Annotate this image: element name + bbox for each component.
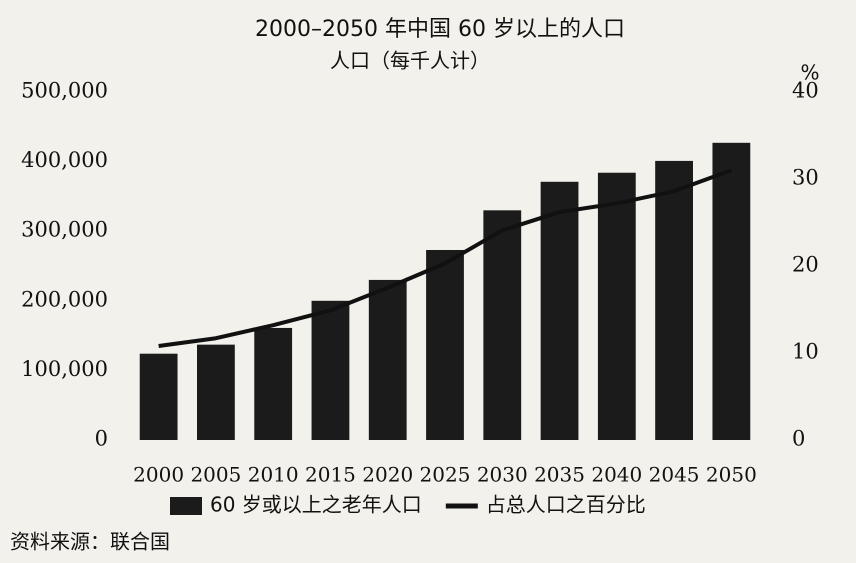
bar xyxy=(426,249,464,440)
x-tick-label: 2025 xyxy=(420,463,471,487)
bar xyxy=(254,327,293,440)
legend-swatch xyxy=(170,497,202,515)
x-tick-label: 2010 xyxy=(248,463,299,487)
x-tick-label: 2035 xyxy=(534,463,585,487)
y-tick-label: 0 xyxy=(95,427,108,451)
x-tick-label: 2030 xyxy=(477,463,528,487)
chart-title: 2000–2050 年中国 60 岁以上的人口 xyxy=(255,17,625,42)
y-tick-label: 100,000 xyxy=(21,357,108,381)
y-tick-label: 400,000 xyxy=(21,148,108,172)
y2-axis-label: % xyxy=(800,61,819,85)
legend-label: 60 岁或以上之老年人口 xyxy=(210,493,422,517)
x-tick-label: 2045 xyxy=(649,463,700,487)
bar xyxy=(311,300,350,440)
y2-tick-label: 20 xyxy=(792,253,819,277)
bar xyxy=(712,142,751,441)
bar xyxy=(197,344,235,440)
bar xyxy=(483,210,522,440)
y2-tick-label: 40 xyxy=(792,79,819,103)
legend-label: 占总人口之百分比 xyxy=(486,493,646,517)
y2-tick-label: 30 xyxy=(792,166,819,190)
bar xyxy=(655,160,693,441)
chart-subtitle: 人口（每千人计） xyxy=(330,49,490,73)
x-tick-label: 2015 xyxy=(305,463,356,487)
x-tick-label: 2050 xyxy=(706,463,757,487)
x-tick-label: 2000 xyxy=(133,463,184,487)
x-tick-label: 2005 xyxy=(190,463,241,487)
source-note: 资料来源：联合国 xyxy=(10,530,170,554)
y2-tick-label: 0 xyxy=(792,427,805,451)
y2-tick-label: 10 xyxy=(792,340,819,364)
x-tick-label: 2040 xyxy=(591,463,642,487)
bar xyxy=(368,279,407,440)
line xyxy=(158,168,733,349)
bar xyxy=(540,181,579,440)
y-tick-label: 500,000 xyxy=(21,79,108,103)
bar xyxy=(139,353,178,440)
y-tick-label: 300,000 xyxy=(21,218,108,242)
y-tick-label: 200,000 xyxy=(21,287,108,311)
bar xyxy=(597,172,636,440)
x-tick-label: 2020 xyxy=(362,463,413,487)
